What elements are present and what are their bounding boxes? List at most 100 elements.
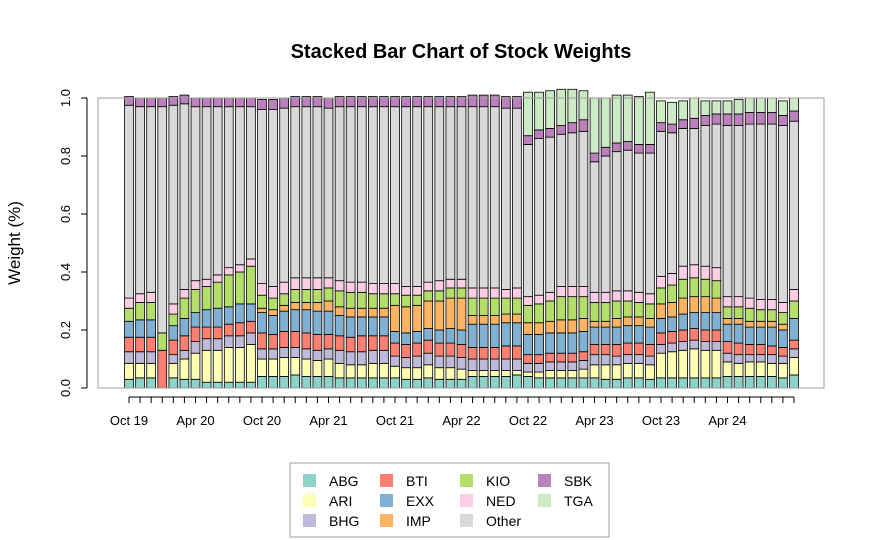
bar-segment-kio bbox=[246, 265, 256, 305]
bar-segment-sbk bbox=[124, 96, 134, 106]
bar-segment-abg bbox=[667, 377, 677, 389]
bar-segment-bti bbox=[523, 354, 533, 364]
bar-segment-sbk bbox=[212, 97, 223, 108]
bar-segment-sbk bbox=[257, 99, 267, 110]
bar-segment-sbk bbox=[412, 96, 423, 108]
bar-segment-exx bbox=[356, 316, 367, 337]
bar-segment-ned bbox=[512, 287, 522, 299]
bar-segment-ari bbox=[201, 349, 212, 383]
bar-segment-bti bbox=[767, 345, 777, 356]
bar-segment-ari bbox=[656, 352, 666, 379]
bar-segment-ned bbox=[124, 297, 134, 309]
bar-segment-bhg bbox=[778, 355, 788, 364]
bar-segment-sbk bbox=[733, 113, 744, 126]
bar-segment-kio bbox=[600, 302, 611, 322]
bar-segment-abg bbox=[268, 375, 278, 389]
bar-segment-tga bbox=[755, 97, 766, 113]
bar-segment-ned bbox=[279, 281, 290, 295]
bar-segment-ari bbox=[279, 357, 290, 377]
y-tick-label: 0.6 bbox=[58, 205, 73, 223]
bar-segment-other bbox=[767, 123, 777, 300]
bar-segment-sbk bbox=[689, 117, 700, 129]
bar-segment-imp bbox=[434, 300, 445, 331]
bar-segment-imp bbox=[545, 320, 555, 334]
bar-segment-abg bbox=[778, 377, 788, 389]
bar-segment-bhg bbox=[634, 354, 644, 364]
bar-segment-bhg bbox=[700, 341, 711, 351]
x-tick-label: Oct 20 bbox=[243, 413, 281, 428]
bar-segment-sbk bbox=[700, 115, 711, 126]
bar-segment-bti bbox=[755, 344, 766, 356]
bar-segment-other bbox=[367, 106, 378, 284]
bar-segment-ned bbox=[246, 258, 256, 267]
bar-segment-imp bbox=[744, 320, 755, 328]
bar-segment-imp bbox=[323, 300, 334, 312]
bar-segment-kio bbox=[567, 296, 578, 321]
bar-segment-exx bbox=[124, 320, 134, 338]
bar-segment-sbk bbox=[611, 142, 622, 153]
bar-segment-sbk bbox=[323, 97, 334, 109]
bar-segment-sbk bbox=[301, 96, 312, 108]
bar-segment-imp bbox=[312, 302, 323, 312]
bar-segment-imp bbox=[678, 297, 688, 315]
bar-segment-abg bbox=[645, 378, 655, 389]
bar-segment-imp bbox=[279, 304, 290, 312]
bar-segment-ari bbox=[478, 370, 489, 377]
bar-segment-ari bbox=[678, 349, 688, 379]
bar-segment-imp bbox=[567, 319, 578, 334]
x-tick-label: Apr 23 bbox=[575, 413, 613, 428]
bar-segment-other bbox=[656, 130, 666, 277]
bar-segment-kio bbox=[401, 294, 411, 308]
bar-segment-imp bbox=[700, 296, 711, 313]
bar-segment-exx bbox=[246, 303, 256, 322]
bar-segment-exx bbox=[789, 317, 799, 341]
bar-segment-sbk bbox=[246, 97, 256, 108]
bar-segment-bhg bbox=[356, 351, 367, 366]
bar-segment-bhg bbox=[512, 358, 522, 372]
bar-segment-ned bbox=[645, 293, 655, 305]
bar-segment-other bbox=[146, 106, 156, 293]
bar-segment-ari bbox=[645, 364, 655, 380]
bar-segment-exx bbox=[755, 326, 766, 345]
bar-segment-other bbox=[234, 106, 245, 266]
bar-segment-bti bbox=[179, 335, 190, 351]
bar-segment-ned bbox=[356, 281, 367, 293]
bar-segment-kio bbox=[678, 278, 688, 299]
bar-segment-exx bbox=[767, 326, 777, 347]
bar-segment-exx bbox=[379, 316, 389, 337]
bar-segment-ned bbox=[168, 303, 179, 315]
bar-segment-kio bbox=[290, 288, 301, 303]
bar-segment-imp bbox=[711, 297, 722, 314]
bar-segment-ari bbox=[212, 349, 223, 383]
bar-segment-ned bbox=[434, 280, 445, 292]
bar-segment-ned bbox=[778, 302, 788, 314]
bar-segment-ned bbox=[767, 299, 777, 311]
bar-segment-sbk bbox=[367, 96, 378, 108]
bar-segment-ned bbox=[234, 264, 245, 273]
bar-segment-ari bbox=[733, 362, 744, 377]
bar-segment-ari bbox=[412, 367, 423, 380]
bar-segment-ari bbox=[234, 346, 245, 383]
bar-segment-ari bbox=[190, 352, 201, 380]
bar-segment-exx bbox=[567, 332, 578, 354]
bar-segment-kio bbox=[301, 288, 312, 303]
legend-swatch-bhg bbox=[303, 514, 316, 527]
bar-segment-bti bbox=[201, 326, 212, 340]
bar-segment-abg bbox=[257, 375, 267, 389]
bar-segment-bti bbox=[157, 349, 168, 389]
bar-segment-other bbox=[500, 107, 511, 290]
bar-segment-ari bbox=[345, 364, 356, 379]
bar-segment-abg bbox=[190, 378, 201, 389]
bar-segment-abg bbox=[312, 375, 323, 389]
bar-segment-bti bbox=[367, 335, 378, 351]
bar-segment-other bbox=[689, 128, 700, 266]
y-tick-label: 0.2 bbox=[58, 321, 73, 339]
bar-segment-ari bbox=[223, 346, 234, 383]
bar-segment-bhg bbox=[246, 332, 256, 345]
bar-segment-kio bbox=[755, 309, 766, 322]
bar-segment-abg bbox=[234, 381, 245, 389]
legend-label-kio: KIO bbox=[486, 473, 510, 489]
bar-segment-other bbox=[135, 106, 145, 295]
bar-segment-abg bbox=[755, 375, 766, 389]
bar-segment-bhg bbox=[257, 348, 267, 360]
